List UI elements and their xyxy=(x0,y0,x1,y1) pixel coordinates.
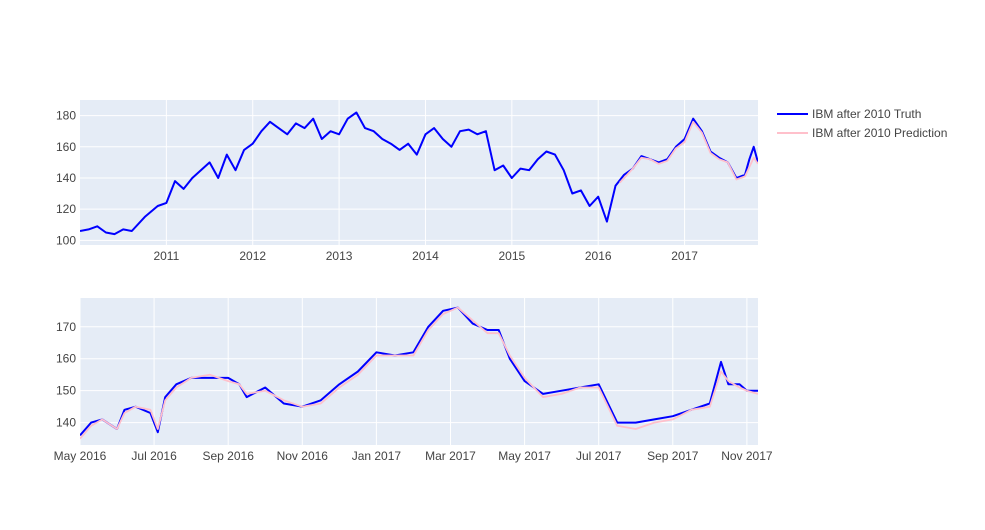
bottom-x-tick-label: Jan 2017 xyxy=(352,449,402,463)
top-x-tick-label: 2011 xyxy=(153,249,179,263)
bottom-series-line-prediction xyxy=(80,306,758,440)
top-x-tick-label: 2017 xyxy=(671,249,698,263)
bottom-x-tick-label: Nov 2016 xyxy=(277,449,329,463)
bottom-y-tick-label: 160 xyxy=(56,352,76,366)
bottom-y-tick-label: 170 xyxy=(56,320,76,334)
bottom-chart-panel: 140 150 160 170 May 2016 Jul 2016 Sep 2016 Nov … xyxy=(54,298,773,463)
top-y-tick-label: 140 xyxy=(56,171,76,185)
top-series-line-prediction xyxy=(619,120,758,184)
top-x-tick-label: 2015 xyxy=(498,249,525,263)
top-y-tick-label: 160 xyxy=(56,140,76,154)
top-plot-area xyxy=(80,100,758,245)
bottom-x-tick-label: May 2016 xyxy=(54,449,107,463)
bottom-y-tick-label: 140 xyxy=(56,416,76,430)
bottom-x-tick-label: Jul 2016 xyxy=(131,449,177,463)
top-y-tick-label: 120 xyxy=(56,202,76,216)
top-x-tick-label: 2016 xyxy=(585,249,612,263)
bottom-x-tick-label: May 2017 xyxy=(498,449,551,463)
top-series-line-truth xyxy=(80,111,758,236)
top-chart-panel: 100 120 140 160 180 2011 2012 2013 2014 2015 2016 2… xyxy=(56,100,758,263)
top-y-tick-label: 100 xyxy=(56,233,76,247)
bottom-x-tick-label: Jul 2017 xyxy=(576,449,622,463)
bottom-x-tick-label: Nov 2017 xyxy=(721,449,773,463)
top-x-tick-label: 2012 xyxy=(239,249,266,263)
top-y-tick-label: 180 xyxy=(56,109,76,123)
bottom-x-tick-label: Sep 2016 xyxy=(203,449,255,463)
bottom-x-tick-label: Mar 2017 xyxy=(425,449,476,463)
legend-label: IBM after 2010 Truth xyxy=(812,107,921,121)
legend[interactable]: IBM after 2010 Truth IBM after 2010 Predi… xyxy=(777,107,947,140)
legend-label: IBM after 2010 Prediction xyxy=(812,126,947,140)
bottom-y-tick-label: 150 xyxy=(56,384,76,398)
top-x-tick-label: 2013 xyxy=(326,249,353,263)
legend-item-truth[interactable]: IBM after 2010 Truth xyxy=(777,107,921,121)
top-x-tick-label: 2014 xyxy=(412,249,439,263)
bottom-x-tick-label: Sep 2017 xyxy=(647,449,699,463)
legend-item-prediction[interactable]: IBM after 2010 Prediction xyxy=(777,126,947,140)
